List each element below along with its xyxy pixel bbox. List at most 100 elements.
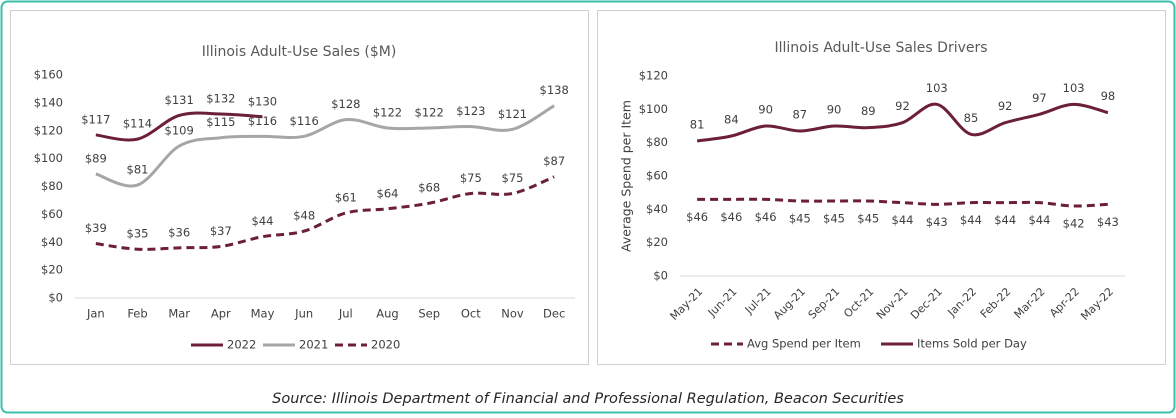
y-tick-label: $140 — [34, 95, 63, 109]
data-label: $45 — [823, 212, 845, 226]
data-label: $117 — [81, 112, 110, 126]
y-tick-label: $60 — [41, 207, 63, 221]
y-tick-label: $100 — [639, 102, 668, 116]
series-line — [696, 102, 1109, 143]
data-label: $46 — [686, 210, 708, 224]
data-label: $39 — [85, 221, 107, 235]
y-tick-label: $0 — [48, 291, 63, 305]
x-tick-label: Jan — [86, 307, 105, 321]
y-tick-label: $120 — [639, 69, 668, 83]
data-label: $45 — [857, 212, 879, 226]
data-label: $42 — [1063, 217, 1085, 231]
series-line — [95, 104, 555, 188]
data-label: $35 — [127, 227, 149, 241]
chart-title: Illinois Adult-Use Sales ($M) — [202, 44, 397, 60]
x-tick-label: Dec — [543, 307, 565, 321]
x-tick-label: Sep — [418, 307, 440, 321]
y-axis-label: Average Spend per Item — [619, 100, 634, 252]
data-label: $89 — [85, 151, 107, 165]
y-tick-label: $160 — [34, 68, 63, 82]
y-tick-label: $120 — [34, 123, 63, 137]
data-label: $37 — [210, 224, 232, 238]
x-tick-label: Mar — [168, 307, 190, 321]
data-label: $122 — [373, 105, 402, 119]
data-label: $116 — [290, 114, 319, 128]
data-label: $64 — [377, 186, 399, 200]
data-label: $75 — [502, 171, 524, 185]
panel — [597, 10, 1166, 365]
series-line — [697, 197, 1108, 208]
y-tick-label: $80 — [41, 179, 63, 193]
x-tick-label: Nov — [501, 307, 524, 321]
y-tick-label: $80 — [646, 135, 668, 149]
legend-label: Avg Spend per Item — [747, 337, 861, 351]
legend-label: 2021 — [299, 338, 328, 352]
data-label: 81 — [690, 118, 705, 132]
data-label: $45 — [789, 212, 811, 226]
data-label: $87 — [543, 154, 565, 168]
data-label: $44 — [994, 213, 1016, 227]
data-label: $48 — [293, 209, 315, 223]
x-tick-label: Jun — [294, 307, 313, 321]
x-tick-label: May — [251, 307, 275, 321]
series-line — [95, 111, 263, 142]
data-label: $44 — [1028, 213, 1050, 227]
data-label: $36 — [168, 225, 190, 239]
data-label: 89 — [861, 104, 876, 118]
data-label: 92 — [895, 99, 910, 113]
data-label: $44 — [252, 214, 274, 228]
data-label: $121 — [498, 107, 527, 121]
data-label: $68 — [418, 181, 440, 195]
data-label: $43 — [1097, 215, 1119, 229]
legend-label: 2020 — [371, 338, 400, 352]
legend-label: Items Sold per Day — [917, 337, 1027, 351]
y-tick-label: $40 — [41, 235, 63, 249]
data-label: 103 — [926, 81, 948, 95]
data-label: 85 — [964, 111, 979, 125]
data-label: $46 — [720, 210, 742, 224]
data-label: $131 — [165, 93, 194, 107]
data-label: $138 — [540, 83, 569, 97]
x-tick-label: Jul — [338, 307, 353, 321]
x-tick-label: Aug — [376, 307, 398, 321]
data-label: $81 — [127, 163, 149, 177]
data-label: 98 — [1101, 89, 1116, 103]
data-label: $46 — [755, 210, 777, 224]
data-label: $132 — [206, 92, 235, 106]
data-label: $128 — [331, 97, 360, 111]
y-tick-label: $0 — [653, 269, 668, 283]
data-label: $123 — [456, 104, 485, 118]
data-label: 97 — [1032, 91, 1047, 105]
data-label: 90 — [827, 103, 842, 117]
data-label: $43 — [926, 215, 948, 229]
x-tick-label: Oct — [461, 307, 481, 321]
data-label: $44 — [960, 213, 982, 227]
data-label: $109 — [165, 124, 194, 138]
y-tick-label: $100 — [34, 151, 63, 165]
y-tick-label: $60 — [646, 169, 668, 183]
y-tick-label: $40 — [646, 202, 668, 216]
chart-title: Illinois Adult-Use Sales Drivers — [774, 40, 987, 56]
data-label: 103 — [1063, 81, 1085, 95]
data-label: $130 — [248, 94, 277, 108]
x-tick-label: Apr — [211, 307, 231, 321]
data-label: 84 — [724, 113, 739, 127]
data-label: $61 — [335, 190, 357, 204]
data-label: $122 — [415, 105, 444, 119]
panel — [10, 10, 589, 365]
source: Source: Illinois Department of Financial… — [272, 391, 904, 407]
data-label: 92 — [998, 99, 1013, 113]
legend-label: 2022 — [227, 338, 256, 352]
data-label: $116 — [248, 114, 277, 128]
data-label: $44 — [892, 213, 914, 227]
data-label: 90 — [758, 103, 773, 117]
data-label: 87 — [792, 108, 807, 122]
x-tick-label: Feb — [127, 307, 147, 321]
y-tick-label: $20 — [646, 235, 668, 249]
series-line — [95, 175, 555, 251]
data-label: $75 — [460, 171, 482, 185]
y-tick-label: $20 — [41, 263, 63, 277]
data-label: $114 — [123, 117, 152, 131]
data-label: $115 — [206, 115, 235, 129]
